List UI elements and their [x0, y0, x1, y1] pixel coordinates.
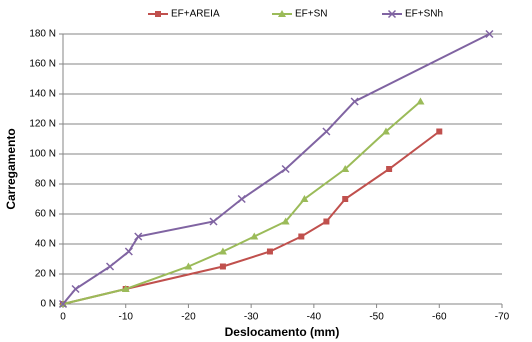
y-tick-label: 40 N [35, 239, 56, 250]
marker [106, 262, 115, 271]
series-line [62, 33, 490, 305]
series-line [62, 100, 422, 305]
y-tick-label: 0 N [40, 299, 56, 310]
marker [237, 194, 246, 204]
marker [266, 248, 273, 255]
legend-item: EF+SN [272, 9, 328, 20]
y-tick-label: 100 N [29, 149, 56, 160]
marker [300, 195, 309, 202]
marker [134, 232, 143, 241]
marker [209, 217, 218, 226]
marker [58, 299, 68, 309]
marker [121, 285, 130, 292]
marker [155, 11, 161, 17]
x-axis-title: Deslocamento (mm) [225, 325, 340, 339]
x-tick-label: -20 [181, 312, 196, 323]
x-tick-label: 0 [60, 312, 66, 323]
y-tick-label: 120 N [29, 119, 56, 130]
marker [386, 166, 393, 172]
marker [322, 127, 331, 136]
marker [281, 217, 290, 225]
series-line [62, 130, 440, 305]
marker [387, 9, 397, 19]
x-tick-label: -60 [432, 312, 447, 323]
marker [298, 233, 305, 240]
y-tick-label: 160 N [29, 59, 56, 70]
marker [124, 247, 133, 256]
y-tick-label: 80 N [35, 179, 56, 190]
marker [416, 97, 425, 105]
legend-label: EF+SNh [405, 9, 443, 20]
marker [341, 165, 350, 172]
marker [281, 164, 290, 174]
legend-label: EF+SN [295, 9, 328, 20]
y-axis-title: Carregamento [4, 128, 18, 209]
x-tick-label: -70 [495, 312, 510, 323]
y-tick-label: 140 N [29, 89, 56, 100]
legend-item: EF+SNh [382, 9, 443, 20]
marker [436, 128, 443, 135]
marker [323, 218, 330, 225]
marker [219, 263, 226, 270]
x-tick-label: -40 [307, 312, 322, 323]
x-tick-label: -10 [118, 312, 133, 323]
marker [184, 262, 193, 270]
marker [218, 247, 227, 255]
y-tick-label: 180 N [29, 29, 56, 40]
y-tick-label: 20 N [35, 269, 56, 280]
legend-item: EF+AREIA [148, 9, 220, 20]
marker [485, 29, 494, 39]
x-tick-label: -30 [244, 312, 259, 323]
x-tick-label: -50 [369, 312, 384, 323]
marker [350, 97, 359, 106]
marker [278, 10, 286, 17]
legend-label: EF+AREIA [171, 9, 220, 20]
y-tick-label: 60 N [35, 209, 56, 220]
marker [71, 284, 80, 294]
marker [381, 127, 390, 135]
marker [342, 196, 349, 202]
marker [250, 232, 259, 240]
